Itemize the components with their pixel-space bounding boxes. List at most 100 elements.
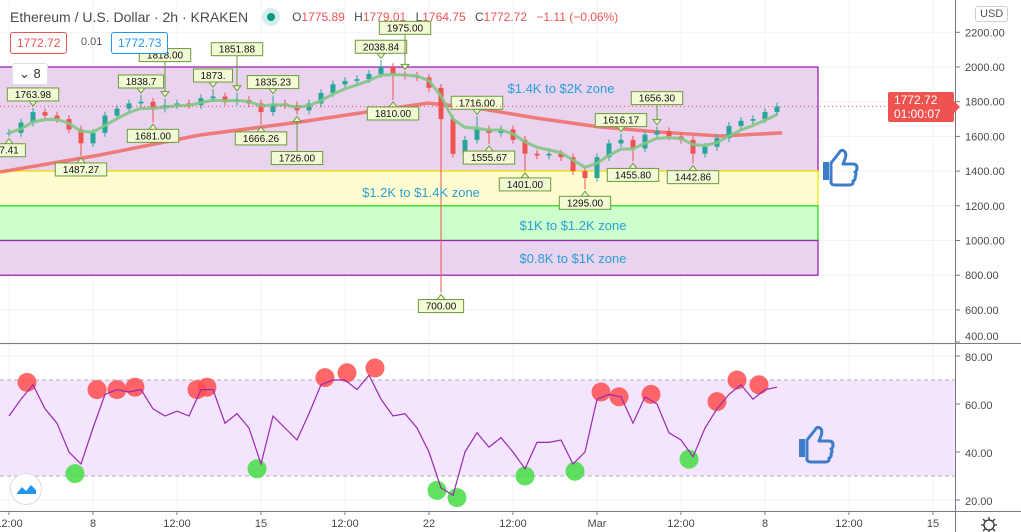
tradingview-logo-icon[interactable] (10, 473, 42, 505)
zone-label: $1.2K to $1.4K zone (362, 185, 480, 200)
candle-body (390, 67, 396, 74)
label-box (417, 299, 465, 314)
oversold-marker (247, 459, 267, 479)
candle-body (546, 153, 552, 156)
candle-body (222, 96, 228, 102)
label-box (246, 75, 300, 90)
candle-body (450, 119, 456, 154)
label-box (193, 68, 233, 83)
candle-body (90, 132, 96, 144)
overbought-marker (17, 372, 37, 392)
price-extreme-label: 1487.27 (54, 157, 108, 177)
candle-body (726, 125, 732, 139)
label-text: 1716.00 (459, 98, 496, 109)
buy-price-button[interactable]: 1772.73 (111, 32, 169, 54)
chart-header: Ethereum / U.S. Dollar · 2h · KRAKEN O17… (10, 8, 624, 26)
time-tick-label: 12:00 (0, 518, 23, 530)
overbought-marker (591, 382, 611, 402)
label-box (558, 195, 612, 210)
candle-body (702, 146, 708, 154)
label-text: 1656.30 (639, 94, 676, 105)
candle-body (654, 131, 660, 135)
oversold-marker (679, 449, 699, 469)
time-tick-label: 22 (423, 518, 435, 530)
label-box (606, 167, 660, 182)
price-extreme-label: 1401.00 (498, 172, 552, 192)
candle-body (582, 171, 588, 179)
candle-body (150, 101, 156, 109)
price-tick-label: 2200.00 (965, 27, 1005, 39)
overbought-marker (315, 368, 335, 388)
label-text: 1835.23 (255, 78, 292, 89)
price-extreme-label: 1851.88 (210, 42, 264, 92)
label-text: 1616.17 (603, 116, 640, 127)
candle-body (570, 157, 576, 172)
candle-body (330, 84, 336, 94)
label-text: 1442.86 (675, 173, 712, 184)
sell-price-button[interactable]: 1772.72 (10, 32, 68, 54)
settings-icon[interactable] (981, 517, 997, 532)
indicators-toggle-button[interactable]: ⌄ 8 (12, 63, 48, 85)
price-extreme-label: 1975.00 (378, 20, 432, 71)
overbought-marker (337, 363, 357, 383)
zone-label: $1.4K to $2K zone (508, 81, 615, 96)
oversold-marker (565, 461, 585, 481)
candle-body (618, 139, 624, 144)
symbol-title[interactable]: Ethereum / U.S. Dollar · 2h · KRAKEN (10, 9, 249, 25)
candle-body (522, 139, 528, 154)
high-low-labels: 7.41 1763.98 1487.27 1838.7 1681.00 1818.00 18… (0, 20, 720, 314)
candle-body (630, 139, 636, 149)
label-text: 700.00 (426, 302, 457, 313)
label-text: 1975.00 (387, 23, 424, 34)
rsi-line (8, 374, 778, 497)
bar-countdown: 01:00:07 (894, 107, 941, 121)
label-text: 1487.27 (63, 165, 100, 176)
time-tick-label: Mar (588, 518, 607, 530)
candle-body (690, 139, 696, 154)
label-text: 7.41 (0, 146, 19, 157)
price-extreme-label: 1726.00 (270, 115, 324, 166)
label-box (6, 87, 60, 102)
fast-moving-average (8, 73, 778, 169)
price-extreme-label: 1835.23 (246, 75, 300, 95)
time-tick-label: 12:00 (835, 518, 863, 530)
candle-body (594, 157, 600, 179)
candle-body (354, 79, 360, 81)
overbought-marker (365, 358, 385, 378)
candle-body (666, 131, 672, 137)
candle-body (114, 108, 120, 116)
oversold-marker (65, 464, 85, 484)
label-box (498, 177, 552, 192)
label-box (594, 113, 648, 128)
price-extreme-label: 1810.00 (366, 101, 420, 121)
price-extreme-label: 1442.86 (666, 164, 720, 185)
label-box (117, 74, 165, 89)
rsi-band (0, 380, 955, 476)
label-box (126, 128, 180, 143)
open-value: 1775.89 (301, 10, 345, 24)
price-tick-label: 1600.00 (965, 131, 1005, 143)
candle-body (42, 112, 48, 116)
label-pointer (651, 119, 663, 126)
price-extreme-label: 1455.80 (606, 162, 660, 182)
change-value: −1.11 (−0.06%) (536, 10, 619, 24)
candle-body (366, 73, 372, 80)
thumbs-up-icon (799, 425, 835, 464)
price-extreme-label: 1838.7 (117, 74, 165, 94)
candle-body (138, 101, 144, 104)
rsi-tick-label: 40.00 (965, 448, 993, 460)
candle-body (738, 120, 744, 126)
candle-body (210, 96, 216, 99)
overbought-marker (125, 377, 145, 397)
time-tick-label: 15 (255, 518, 267, 530)
candle-body (258, 103, 264, 113)
candle-body (342, 80, 348, 85)
price-tick-label: 600.00 (965, 305, 999, 317)
candle-body (6, 132, 12, 134)
label-pointer (375, 52, 387, 60)
currency-label[interactable]: USD (975, 6, 1009, 22)
label-text: 1851.88 (219, 45, 256, 56)
chevron-down-icon: ⌄ (19, 66, 30, 81)
label-text: 1726.00 (279, 154, 316, 165)
